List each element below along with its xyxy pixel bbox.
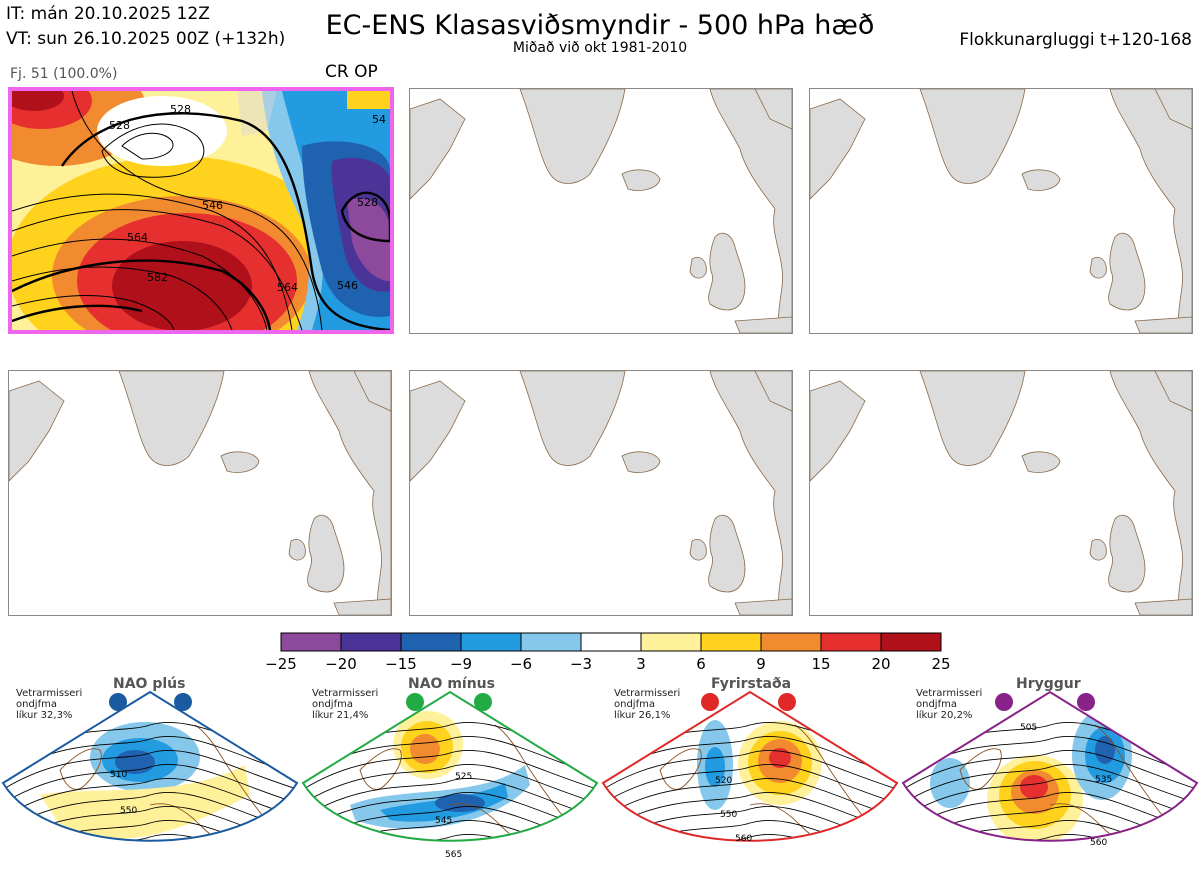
contour-label: 582 [147, 271, 168, 284]
colorbar [280, 632, 942, 652]
colorbar-tick-label: 15 [811, 655, 831, 673]
contour-label: 546 [337, 279, 358, 292]
regime-marker-dot [701, 693, 719, 711]
regime-contour-label: 565 [445, 850, 462, 860]
regime-marker-dot [778, 693, 796, 711]
regime-map: 510 550 [1, 690, 299, 842]
contour-label: 564 [127, 231, 148, 244]
colorbar-tick-label: 9 [756, 655, 766, 673]
valid-time: VT: sun 26.10.2025 00Z (+132h) [6, 29, 286, 49]
colorbar-tick-label: −3 [569, 655, 593, 673]
basemap [810, 371, 1192, 615]
colorbar-segment [640, 632, 702, 652]
regime-blocking: 520 550 560 Vetrarmisseri ondjfma líkur 26,1… [600, 675, 900, 871]
anomaly-map: 528 528 54 546 564 582 546 528 564 [12, 91, 390, 330]
colorbar-segment [280, 632, 342, 652]
regime-info: Vetrarmisseri ondjfma líkur 32,3% [16, 688, 83, 721]
regime-marker-dot [995, 693, 1013, 711]
contour-label: 564 [277, 281, 298, 294]
regime-contour-label: 550 [120, 806, 137, 816]
cluster-map-panel-6 [809, 370, 1193, 616]
regime-name: Fyrirstaða [711, 676, 792, 692]
colorbar-segment [340, 632, 402, 652]
regime-nao-minus: 525 545 565 Vetrarmisseri ondjfma líkur 21,4… [300, 675, 600, 871]
colorbar-tick-label: 20 [871, 655, 891, 673]
page-title: EC-ENS Klasasviðsmyndir - 500 hPa hæð [325, 10, 875, 41]
regime-info: Vetrarmisseri ondjfma líkur 20,2% [916, 688, 983, 721]
colorbar-segment [460, 632, 522, 652]
regime-marker-dot [406, 693, 424, 711]
contour-label: 528 [109, 119, 130, 132]
regime-contour-label: 520 [715, 776, 732, 786]
regime-map: 505 535 560 [901, 690, 1199, 848]
regime-contour-label: 560 [735, 834, 752, 844]
colorbar-segment [400, 632, 462, 652]
cluster-map-panel-1: 528 528 54 546 564 582 546 528 564 [8, 87, 394, 334]
regime-contour-label: 535 [1095, 775, 1112, 785]
regime-name: Hryggur [1016, 676, 1081, 692]
contour-label: 54 [372, 113, 386, 126]
cluster-map-panel-5 [409, 370, 793, 616]
colorbar-segment [820, 632, 882, 652]
cluster-map-panel-2 [409, 88, 793, 334]
colorbar-tick-label: −15 [385, 655, 417, 673]
regime-map: 525 545 565 [301, 690, 599, 860]
colorbar-segment [520, 632, 582, 652]
regime-nao-plus: 510 550 Vetrarmisseri ondjfma líkur 32,3% N… [0, 675, 300, 871]
colorbar-tick-label: 25 [931, 655, 951, 673]
contour-label: 528 [170, 103, 191, 116]
regime-ridge: 505 535 560 Vetrarmisseri ondjfma líkur 20,2… [900, 675, 1200, 871]
regime-name: NAO plús [113, 676, 186, 692]
basemap [9, 371, 391, 615]
panel-label: CR OP [325, 62, 378, 82]
member-count: Fj. 51 (100.0%) [10, 66, 118, 82]
regime-contour-label: 550 [720, 810, 737, 820]
regime-name: NAO mínus [408, 676, 495, 692]
contour-label: 528 [357, 196, 378, 209]
regime-map: 520 550 560 [601, 690, 899, 844]
regime-contour-label: 510 [110, 770, 127, 780]
basemap [810, 89, 1192, 333]
colorbar-segment [700, 632, 762, 652]
colorbar-tick-label: −9 [449, 655, 473, 673]
page-subtitle: Miðað við okt 1981-2010 [512, 40, 688, 56]
colorbar-tick-label: −20 [325, 655, 357, 673]
regime-contour-label: 505 [1020, 723, 1037, 733]
regime-contour-label: 545 [435, 816, 452, 826]
contour-label: 546 [202, 199, 223, 212]
regime-marker-dot [1077, 693, 1095, 711]
issue-time: IT: mán 20.10.2025 12Z [6, 4, 210, 24]
regime-info: Vetrarmisseri ondjfma líkur 26,1% [614, 688, 681, 721]
regime-info: Vetrarmisseri ondjfma líkur 21,4% [312, 688, 379, 721]
colorbar-tick-label: −6 [509, 655, 533, 673]
colorbar-segment [760, 632, 822, 652]
cluster-map-panel-3 [809, 88, 1193, 334]
colorbar-segment [880, 632, 942, 652]
regime-marker-dot [109, 693, 127, 711]
basemap [410, 89, 792, 333]
cluster-map-panel-4 [8, 370, 392, 616]
regime-contour-label: 560 [1090, 838, 1107, 848]
basemap [410, 371, 792, 615]
colorbar-segment [580, 632, 642, 652]
classification-window: Flokkunargluggi t+120-168 [959, 30, 1192, 50]
regime-marker-dot [474, 693, 492, 711]
colorbar-tick-label: 6 [696, 655, 706, 673]
regime-contour-label: 525 [455, 772, 472, 782]
colorbar-tick-label: 3 [636, 655, 646, 673]
colorbar-tick-label: −25 [265, 655, 297, 673]
regime-marker-dot [174, 693, 192, 711]
